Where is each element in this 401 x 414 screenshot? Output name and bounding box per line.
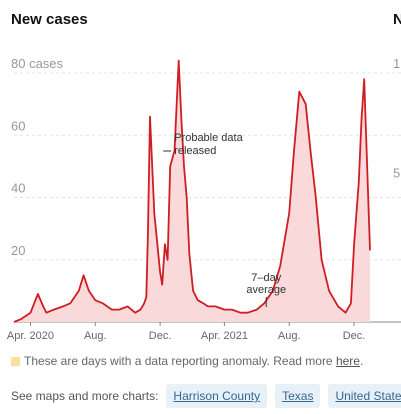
harrison-county-link[interactable]: Harrison County [166, 384, 268, 408]
anomaly-note: These are days with a data reporting ano… [11, 354, 363, 368]
adjacent-y-tick-label: 1 [393, 56, 400, 71]
x-tick-label: Apr. 2021 [201, 330, 248, 342]
annotation-probable-line1: Probable data [174, 132, 243, 144]
x-tick-label: Aug. [278, 330, 301, 342]
x-tick-label: Aug. [84, 330, 107, 342]
cases-area [14, 60, 370, 322]
texas-link[interactable]: Texas [275, 384, 321, 408]
annotation-avg-line1: 7–day [251, 272, 281, 284]
anomaly-note-text: These are days with a data reporting ano… [24, 354, 336, 368]
read-more-link[interactable]: here [335, 354, 360, 368]
adjacent-y-tick-label: 5 [393, 165, 400, 180]
annotation-probable-line2: released [174, 145, 216, 157]
chart-title: New cases [11, 11, 88, 28]
x-tick-label: Dec. [343, 330, 366, 342]
united-states-link[interactable]: United States [328, 384, 401, 408]
adjacent-chart-title: N [393, 11, 401, 28]
y-tick-label: 80 cases [11, 56, 64, 71]
anomaly-swatch [11, 357, 20, 366]
anomaly-note-end: . [359, 354, 364, 368]
more-charts-label: See maps and more charts: [11, 389, 159, 403]
new-cases-chart: 20 40 60 80 cases 1 5 Apr. 2020 Aug. Dec. Apr. 20… [7, 56, 401, 342]
cases-line [13, 59, 371, 323]
more-charts: See maps and more charts: Harrison Count… [11, 384, 401, 408]
annotation-avg-line2: average [246, 284, 286, 296]
x-tick-label: Apr. 2020 [7, 330, 54, 342]
y-tick-label: 20 [11, 243, 25, 258]
y-tick-label: 60 [11, 118, 25, 133]
y-tick-label: 40 [11, 181, 25, 196]
x-tick-label: Dec. [149, 330, 172, 342]
